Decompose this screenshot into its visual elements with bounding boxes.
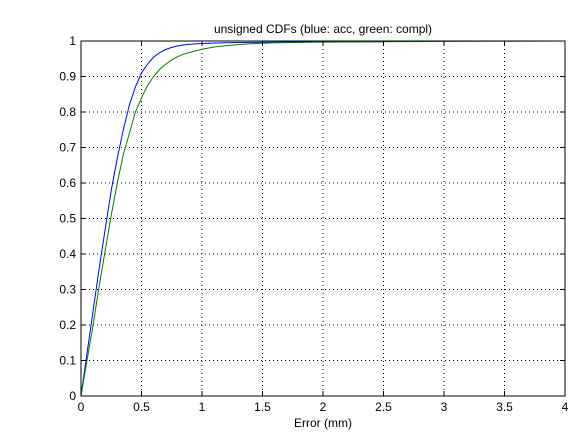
chart-title: unsigned CDFs (blue: acc, green: compl) (214, 22, 432, 36)
x-tick-label: 1.5 (254, 400, 271, 414)
x-tick-label: 4 (562, 400, 569, 414)
y-tick-label: 0.1 (59, 354, 76, 368)
x-tick-label: 1 (199, 400, 206, 414)
grid (81, 41, 565, 396)
x-tick-label: 3.5 (496, 400, 513, 414)
y-tick-label: 0.2 (59, 318, 76, 332)
y-tick-label: 0.6 (59, 176, 76, 190)
y-tick-label: 0.8 (59, 105, 76, 119)
series-line-0 (80, 41, 384, 397)
y-tick-label: 0.5 (59, 212, 76, 226)
axis-ticks: 0 0.5 1 1.5 2 2.5 3 3.5 4 0 0.1 0.2 0.3 0.4 0.5 0.6 0.7 0… (59, 34, 568, 414)
x-tick-label: 2 (320, 400, 327, 414)
x-tick-label: 0 (78, 400, 85, 414)
y-tick-label: 0.3 (59, 283, 76, 297)
y-tick-label: 0 (69, 389, 76, 403)
y-tick-label: 1 (69, 34, 76, 48)
x-tick-label: 0.5 (133, 400, 150, 414)
x-tick-label: 3 (441, 400, 448, 414)
x-tick-label: 2.5 (375, 400, 392, 414)
y-tick-label: 0.7 (59, 141, 76, 155)
y-tick-label: 0.4 (59, 247, 76, 261)
x-axis-label: Error (mm) (294, 416, 352, 430)
y-tick-label: 0.9 (59, 70, 76, 84)
